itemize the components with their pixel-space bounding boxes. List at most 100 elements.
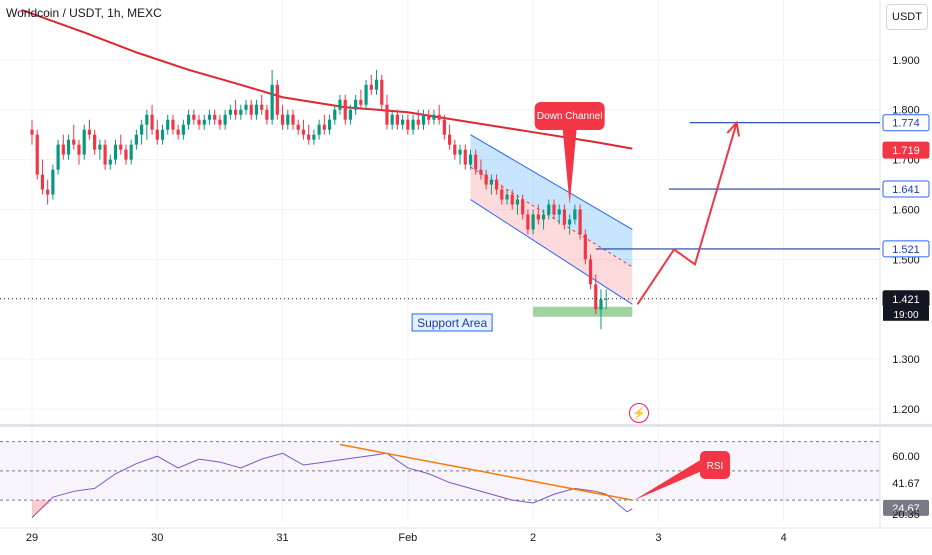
rsi-divergence-line [339, 443, 633, 501]
candle-body [343, 99, 347, 120]
candle-body [599, 299, 603, 310]
candle-body [463, 149, 467, 165]
currency-button[interactable]: USDT [886, 4, 928, 30]
candle-body [218, 119, 222, 125]
candle-body [442, 119, 446, 135]
candle-body [265, 109, 269, 120]
candle-body [307, 134, 311, 140]
candle-body [56, 144, 60, 170]
channel-lower-line [470, 199, 633, 305]
candle-body [578, 209, 582, 235]
price-label-box [882, 240, 930, 258]
candle-body [108, 159, 112, 165]
candle-body [406, 119, 410, 130]
time-tick-label: 3 [655, 532, 661, 544]
rsi-pointer [634, 459, 702, 501]
candle-body [119, 144, 123, 150]
projection-arrowhead [726, 120, 740, 137]
candle-body [369, 84, 373, 90]
candle-body [171, 119, 175, 130]
candle-body [547, 204, 551, 215]
candle-body [291, 114, 295, 125]
rsi-callout [700, 451, 730, 479]
time-tick-label: 31 [276, 532, 288, 544]
candle-body [249, 104, 253, 115]
candle-body [557, 209, 561, 215]
candle-body [421, 114, 426, 125]
countdown-box [883, 306, 929, 321]
candle-body [395, 114, 399, 125]
candle-body [46, 189, 50, 195]
candle-body [72, 139, 76, 145]
candle-body [479, 169, 483, 175]
candle-body [40, 174, 45, 190]
candle-body [197, 119, 201, 125]
candle-body [515, 199, 520, 205]
channel-upper-fill [470, 134, 633, 267]
candle-body [140, 124, 144, 135]
candle-body [588, 259, 593, 285]
candle-body [432, 114, 436, 120]
lightning-icon[interactable]: ⚡ [629, 403, 649, 423]
moving-average-line [21, 9, 633, 150]
candle-body [77, 144, 81, 155]
candle-body [202, 119, 206, 125]
candle-body [594, 284, 598, 310]
candle-body [113, 144, 118, 160]
rsi-line [31, 452, 633, 518]
countdown-label: 19:00 [893, 310, 918, 321]
candle-body [562, 209, 567, 225]
candle-body [568, 219, 572, 225]
price-label: 1.774 [892, 118, 920, 130]
candle-body [521, 199, 525, 215]
candle-body [427, 114, 431, 120]
candle-body [61, 144, 65, 155]
candle-body [134, 134, 138, 145]
candle-body [604, 298, 608, 300]
candle-body [286, 114, 290, 125]
candle-body [233, 109, 238, 115]
candle-body [270, 84, 274, 120]
candle-body [181, 124, 185, 135]
candle-body [437, 114, 441, 120]
candle-body [484, 174, 488, 185]
candle-body [160, 129, 165, 140]
price-tick-label: 1.300 [892, 354, 920, 366]
price-label: 1.719 [892, 145, 920, 157]
candle-body [416, 119, 420, 125]
support-area-rect [533, 306, 633, 317]
time-tick-label: 4 [781, 532, 787, 544]
candle-body [176, 129, 180, 135]
candle-body [187, 114, 191, 125]
candle-body [317, 124, 321, 135]
candle-body [458, 149, 462, 155]
price-tick-label: 1.900 [892, 55, 920, 67]
time-tick-label: 30 [151, 532, 163, 544]
candle-body [223, 114, 227, 125]
candle-body [583, 234, 587, 260]
price-label-box [882, 141, 930, 159]
price-label: 1.641 [892, 184, 920, 196]
candle-body [489, 179, 493, 185]
candle-body [531, 214, 535, 230]
candle-body [390, 114, 394, 125]
candle-body [275, 84, 279, 115]
rsi-label: RSI [707, 461, 724, 472]
time-tick-label: 29 [26, 532, 38, 544]
candle-body [301, 129, 306, 135]
candle-body [354, 99, 358, 110]
candle-body [280, 114, 285, 125]
candle-body [207, 114, 212, 120]
candle-body [505, 194, 509, 200]
candle-body [364, 84, 368, 105]
candle-body [468, 154, 473, 165]
rsi-oversold-fill [32, 500, 53, 518]
candle-body [30, 129, 34, 135]
overlays: Down Channel Support Area RSI [411, 102, 740, 501]
time-tick-label: Feb [398, 532, 417, 544]
candle-body [380, 79, 384, 105]
candle-body [260, 104, 264, 110]
candle-body [82, 129, 86, 155]
